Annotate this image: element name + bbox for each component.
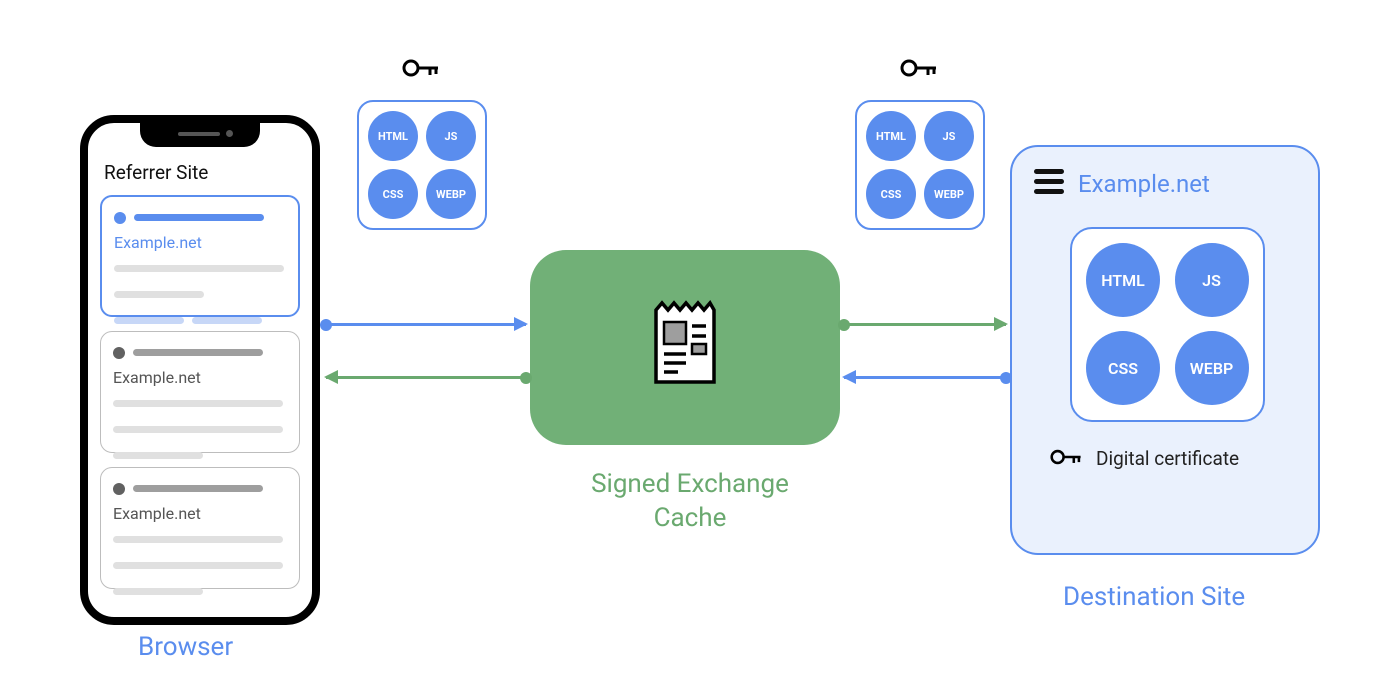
arrow-destination-to-cache <box>844 376 1006 379</box>
asset-bundle: HTML JS CSS WEBP <box>357 100 487 230</box>
browser-label: Browser <box>138 632 233 662</box>
destination-title: Example.net <box>1078 170 1210 198</box>
asset-css: CSS <box>1086 331 1160 405</box>
asset-js: JS <box>426 111 476 161</box>
card-site-name: Example.net <box>113 504 287 523</box>
key-icon <box>1050 448 1084 470</box>
asset-html: HTML <box>368 111 418 161</box>
key-icon <box>900 58 940 82</box>
card-site-name: Example.net <box>113 368 287 387</box>
asset-bundle: HTML JS CSS WEBP <box>855 100 985 230</box>
result-card: Example.net <box>100 331 300 453</box>
asset-webp: WEBP <box>924 169 974 219</box>
result-card-selected: Example.net <box>100 195 300 317</box>
key-icon <box>402 58 442 82</box>
asset-webp: WEBP <box>426 169 476 219</box>
destination-assets: HTML JS CSS WEBP <box>1070 227 1265 422</box>
destination-label: Destination Site <box>1063 582 1245 612</box>
card-site-name: Example.net <box>114 233 286 252</box>
referrer-site-title: Referrer Site <box>104 161 208 184</box>
arrow-cache-to-destination <box>844 323 1006 326</box>
asset-html: HTML <box>866 111 916 161</box>
digital-certificate-label: Digital certificate <box>1096 447 1239 470</box>
asset-css: CSS <box>368 169 418 219</box>
asset-html: HTML <box>1086 243 1160 317</box>
signed-exchange-cache <box>530 250 840 445</box>
diagram-stage: Referrer Site Example.net Example.net Ex… <box>0 0 1386 680</box>
asset-js: JS <box>1175 243 1249 317</box>
asset-js: JS <box>924 111 974 161</box>
cache-label: Signed Exchange Cache <box>580 468 800 536</box>
document-icon <box>652 300 718 390</box>
result-card: Example.net <box>100 467 300 589</box>
phone-notch <box>140 121 260 147</box>
asset-css: CSS <box>866 169 916 219</box>
destination-site: Example.net HTML JS CSS WEBP Digital cer… <box>1010 145 1320 555</box>
arrow-browser-to-cache <box>326 323 526 326</box>
phone-frame: Referrer Site Example.net Example.net Ex… <box>80 115 320 625</box>
menu-icon <box>1034 169 1064 199</box>
arrow-cache-to-browser <box>326 376 526 379</box>
asset-webp: WEBP <box>1175 331 1249 405</box>
